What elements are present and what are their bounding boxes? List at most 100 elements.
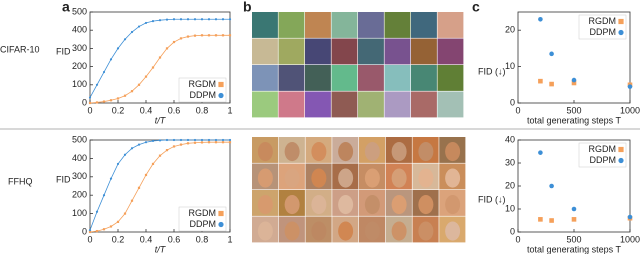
face bbox=[418, 142, 434, 162]
face bbox=[257, 168, 273, 188]
image-tile bbox=[358, 65, 384, 91]
marker bbox=[627, 214, 633, 220]
x-tick-label: 0.2 bbox=[112, 105, 125, 115]
face bbox=[391, 221, 407, 241]
marker bbox=[116, 220, 120, 223]
legend-label: RGDM bbox=[589, 16, 617, 26]
x-tick-label: 0.4 bbox=[140, 234, 153, 244]
x-tick-label: 0.6 bbox=[168, 105, 181, 115]
marker bbox=[109, 225, 113, 228]
image-tile bbox=[331, 91, 358, 118]
y-tick-label: 0 bbox=[82, 226, 87, 236]
marker bbox=[109, 177, 113, 180]
marker bbox=[207, 34, 211, 37]
marker bbox=[179, 143, 183, 146]
marker bbox=[186, 18, 190, 21]
marker bbox=[228, 138, 232, 142]
legend-box bbox=[578, 142, 627, 168]
marker bbox=[158, 154, 162, 157]
marker bbox=[144, 141, 148, 144]
marker bbox=[193, 138, 197, 142]
y-tick-label: 300 bbox=[72, 171, 87, 181]
x-tick-label: 1000 bbox=[620, 105, 640, 115]
y-tick-label: 100 bbox=[72, 79, 87, 89]
marker bbox=[151, 20, 155, 23]
marker bbox=[144, 75, 148, 78]
face bbox=[364, 168, 380, 188]
marker bbox=[116, 162, 120, 166]
marker bbox=[137, 25, 141, 28]
marker bbox=[109, 99, 113, 102]
marker bbox=[193, 34, 197, 37]
y-tick-label: 40 bbox=[505, 134, 515, 144]
marker bbox=[165, 138, 169, 142]
marker bbox=[221, 141, 225, 144]
marker bbox=[571, 217, 577, 222]
marker bbox=[130, 90, 134, 93]
marker bbox=[549, 81, 554, 87]
legend-marker bbox=[618, 157, 624, 164]
marker bbox=[193, 18, 197, 21]
marker bbox=[179, 138, 183, 142]
image-tile bbox=[437, 91, 464, 118]
image-tile bbox=[252, 12, 278, 38]
image-tile bbox=[331, 12, 358, 38]
face bbox=[391, 142, 407, 162]
marker bbox=[102, 194, 106, 197]
y-tick-label: 20 bbox=[505, 180, 515, 190]
x-tick-label: 0 bbox=[87, 105, 92, 115]
image-tile bbox=[278, 65, 305, 91]
legend-box bbox=[578, 14, 627, 40]
image-tile bbox=[384, 65, 411, 91]
marker bbox=[144, 21, 148, 25]
face bbox=[284, 142, 300, 162]
marker bbox=[144, 173, 148, 177]
image-grids bbox=[252, 12, 466, 243]
face bbox=[338, 221, 354, 241]
image-tile bbox=[331, 65, 358, 91]
face bbox=[311, 221, 327, 241]
marker bbox=[95, 210, 99, 213]
marker bbox=[221, 18, 225, 21]
image-tile bbox=[411, 91, 437, 118]
legend-box bbox=[178, 77, 227, 103]
row-label: CIFAR-10 bbox=[0, 44, 40, 54]
image-tile bbox=[305, 65, 331, 91]
marker bbox=[207, 18, 211, 21]
y-tick-label: 100 bbox=[72, 208, 87, 218]
face bbox=[364, 221, 380, 241]
image-tile bbox=[358, 12, 384, 38]
marker bbox=[137, 186, 141, 189]
marker bbox=[102, 70, 106, 74]
marker bbox=[102, 228, 106, 231]
y-tick-label: 0 bbox=[510, 97, 515, 107]
marker bbox=[228, 141, 232, 144]
panel-label: a bbox=[62, 0, 70, 15]
legend-label: DDPM bbox=[590, 155, 617, 165]
marker bbox=[179, 37, 183, 40]
marker bbox=[95, 229, 99, 233]
x-axis-label: total generating steps T bbox=[527, 244, 621, 254]
x-axis-label: total generating steps T bbox=[527, 115, 621, 125]
legend-marker bbox=[618, 146, 624, 153]
face bbox=[418, 195, 434, 215]
panel-label: c bbox=[472, 0, 480, 15]
marker bbox=[123, 212, 127, 215]
image-tile bbox=[252, 65, 278, 91]
marker bbox=[228, 34, 232, 37]
face bbox=[257, 195, 273, 215]
image-tile bbox=[358, 38, 384, 65]
image-tile bbox=[384, 91, 411, 118]
image-tile bbox=[331, 38, 358, 65]
image-tile bbox=[278, 12, 305, 38]
legend-label: DDPM bbox=[590, 27, 617, 37]
y-axis-label: FID (↓) bbox=[478, 194, 506, 204]
face bbox=[445, 142, 461, 162]
marker bbox=[123, 38, 127, 41]
marker bbox=[200, 18, 204, 21]
row-label: FFHQ bbox=[8, 176, 33, 186]
marker bbox=[193, 141, 197, 144]
legend-marker bbox=[218, 221, 224, 228]
marker bbox=[221, 34, 225, 37]
